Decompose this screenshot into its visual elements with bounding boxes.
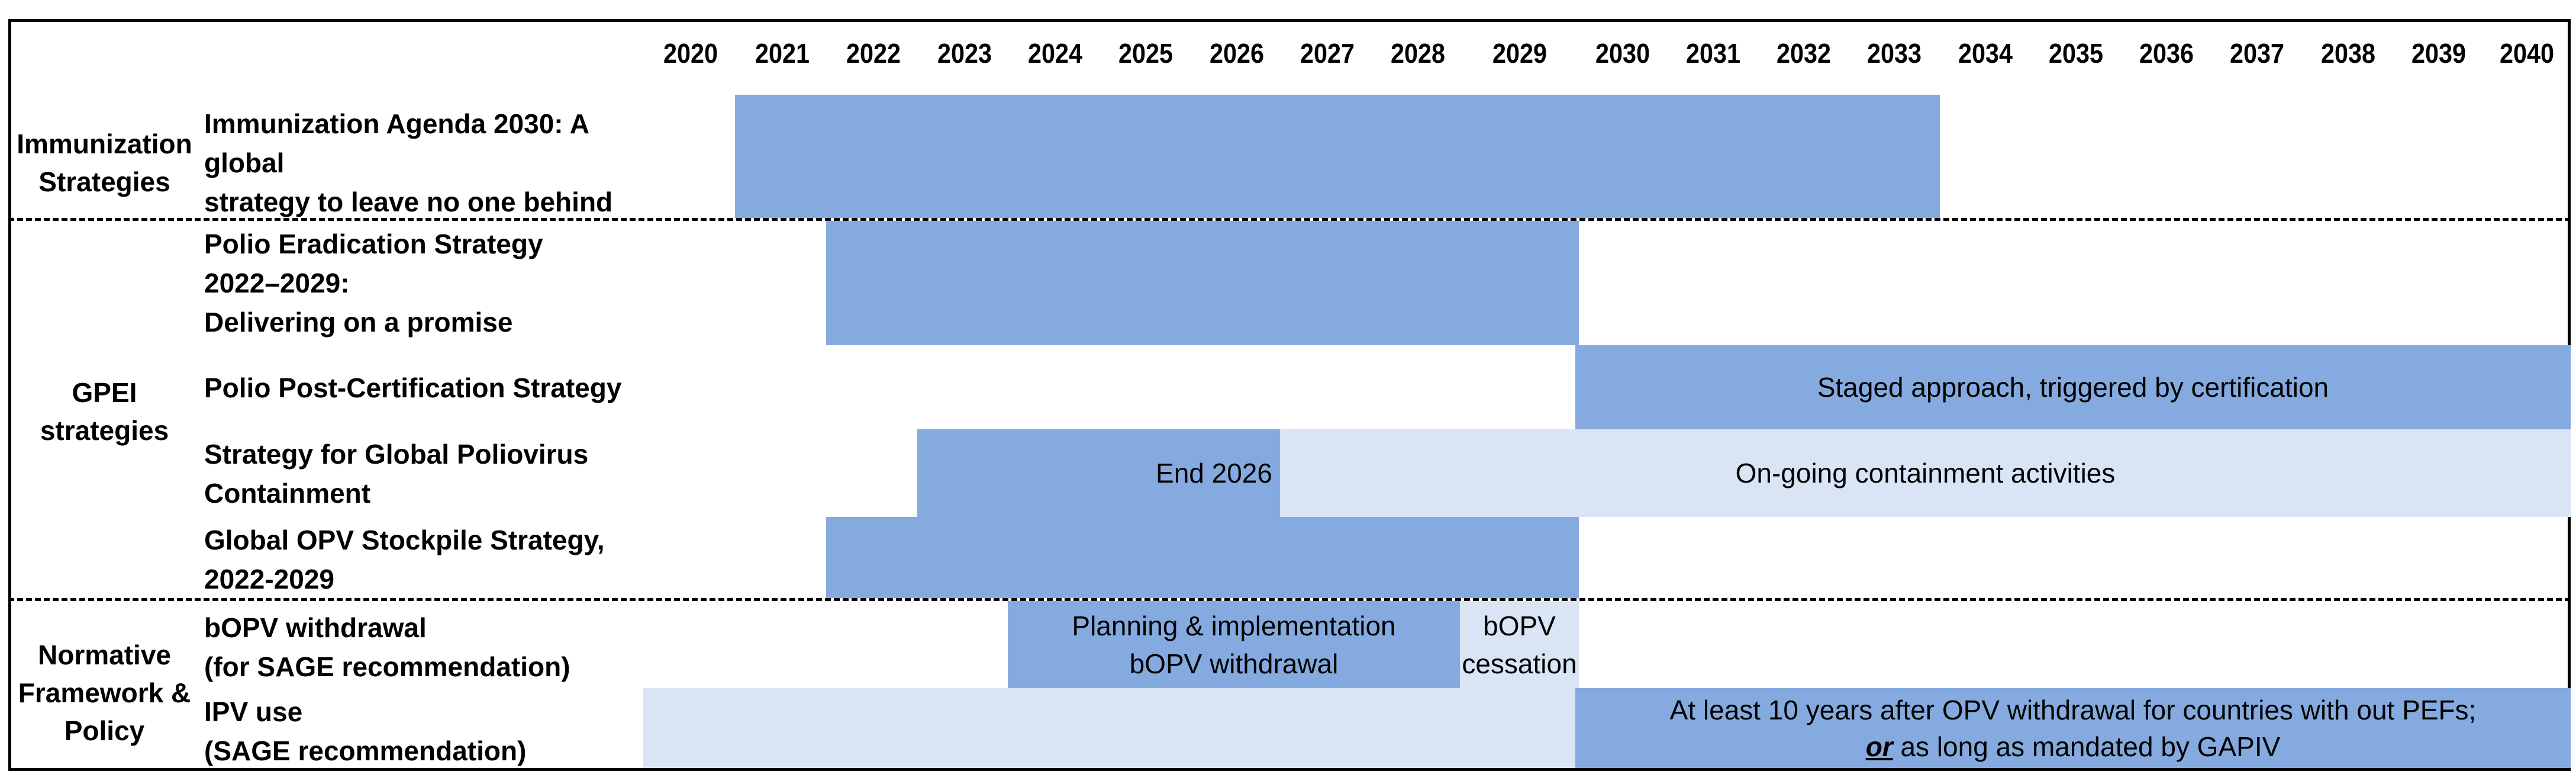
row-label-post-certification: Polio Post-Certification Strategy <box>204 372 622 403</box>
bar-ipv-future <box>1575 688 2571 768</box>
row-label-bopv: bOPV withdrawal (for SAGE recommendation… <box>204 612 570 682</box>
ipv-note-line2-wrap: or as long as mandated by GAPIV <box>1866 728 2281 765</box>
bar-bopv-cessation <box>1460 601 1579 688</box>
year-label: 2032 <box>1776 38 1832 69</box>
row-label-containment: Strategy for Global Poliovirus Containme… <box>204 439 589 509</box>
section-separator <box>8 598 2571 601</box>
year-label: 2025 <box>1118 38 1173 69</box>
year-label: 2020 <box>663 38 718 69</box>
year-label: 2039 <box>2411 38 2467 69</box>
bopv-planning-label: Planning & implementation bOPV withdrawa… <box>1072 610 1396 679</box>
year-label: 2033 <box>1866 38 1922 69</box>
year-label: 2027 <box>1300 38 1355 69</box>
bar-ipv-current <box>643 688 1575 768</box>
ipv-note-or: or <box>1865 731 1893 762</box>
bar-stockpile <box>826 517 1579 598</box>
year-label: 2029 <box>1492 38 1547 69</box>
group-label-normative: Normative Framework & Policy <box>18 640 191 746</box>
group-label-immunization: Immunization Strategies <box>17 128 192 197</box>
year-label: 2040 <box>2499 38 2555 69</box>
bar-containment-end <box>917 429 1280 517</box>
year-label: 2035 <box>2048 38 2104 69</box>
row-label-ia2030: Immunization Agenda 2030: A global strat… <box>204 108 613 217</box>
year-label: 2023 <box>937 38 992 69</box>
bar-post-certification <box>1575 345 2571 429</box>
bopv-cessation-label: bOPV cessation <box>1462 610 1577 679</box>
bar-bopv-planning <box>1008 601 1460 688</box>
year-label: 2021 <box>755 38 810 69</box>
year-label: 2026 <box>1209 38 1265 69</box>
row-label-ipv: IPV use (SAGE recommendation) <box>204 696 527 766</box>
ipv-note: At least 10 years after OPV withdrawal f… <box>1575 692 2571 765</box>
group-label-gpei: GPEI strategies <box>40 377 169 446</box>
containment-end-label: End 2026 <box>1156 458 1272 489</box>
ipv-note-line1: At least 10 years after OPV withdrawal f… <box>1669 695 2477 725</box>
year-label: 2024 <box>1027 38 1083 69</box>
containment-ongoing-label: On-going containment activities <box>1735 458 2116 489</box>
year-label: 2030 <box>1595 38 1650 69</box>
post-certification-note: Staged approach, triggered by certificat… <box>1817 372 2329 403</box>
row-label-stockpile: Global OPV Stockpile Strategy, 2022-2029 <box>204 525 605 595</box>
year-label: 2022 <box>846 38 901 69</box>
section-separator <box>8 218 2571 221</box>
bar-containment-ongoing <box>1280 429 2571 517</box>
ipv-note-line2: as long as mandated by GAPIV <box>1892 731 2281 762</box>
bar-polio-eradication <box>826 221 1579 345</box>
year-label: 2028 <box>1390 38 1446 69</box>
year-label: 2036 <box>2139 38 2194 69</box>
year-label: 2031 <box>1685 38 1741 69</box>
year-label: 2034 <box>1958 38 2013 69</box>
row-label-polio-eradication: Polio Eradication Strategy 2022–2029: De… <box>204 229 543 338</box>
bar-ia2030 <box>735 95 1940 218</box>
year-label: 2037 <box>2229 38 2285 69</box>
year-label: 2038 <box>2320 38 2376 69</box>
